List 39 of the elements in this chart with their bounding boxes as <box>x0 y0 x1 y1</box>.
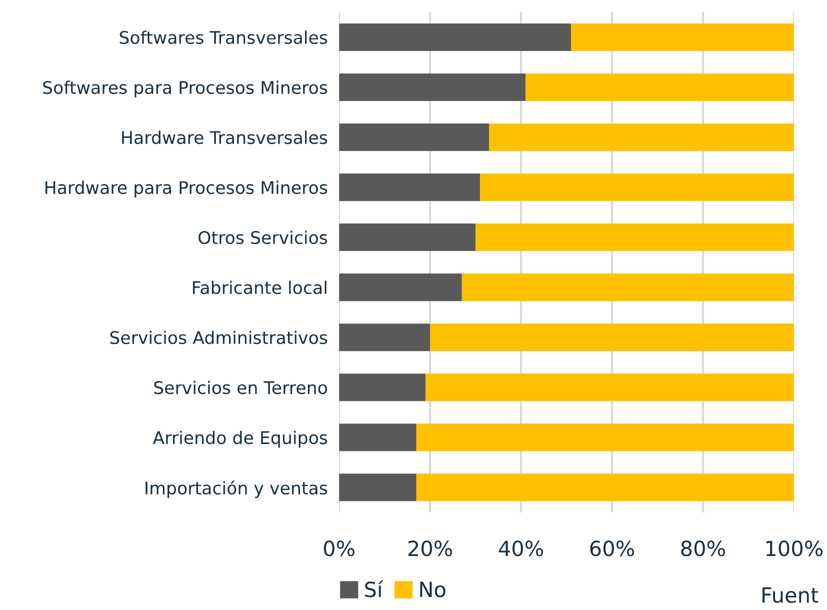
y-tick-label: Softwares Transversales <box>120 30 328 44</box>
y-tick-label: Importación y ventas <box>146 480 328 498</box>
bar <box>339 374 426 402</box>
legend-label: Sí <box>365 580 384 598</box>
bar <box>430 324 794 352</box>
x-tick-label: 20% <box>408 540 452 556</box>
y-tick-label: Hardware Transversales <box>122 130 328 144</box>
bar <box>339 424 416 452</box>
bar <box>339 73 526 101</box>
y-tick-label: Hardware para Procesos Mineros <box>45 180 328 198</box>
bar <box>339 23 572 51</box>
y-tick-label: Servicios en Terreno <box>154 380 328 394</box>
bar <box>489 123 794 152</box>
y-tick-label: Servicios Administrativos <box>110 330 328 344</box>
bar <box>425 374 794 402</box>
y-tick-label: Arriendo de Equipos <box>152 430 328 448</box>
bar <box>462 274 794 302</box>
bar <box>416 424 794 452</box>
bar <box>339 474 416 502</box>
bar <box>526 73 794 101</box>
x-tick-label: 0% <box>324 540 354 556</box>
x-tick-label: 40% <box>498 540 544 556</box>
x-tick-label: 60% <box>590 540 634 556</box>
bar <box>476 224 794 252</box>
x-tick-label: 100% <box>766 540 823 556</box>
bar <box>571 23 794 51</box>
bar <box>339 123 490 152</box>
legend-label: No <box>420 582 446 598</box>
text: Fuent <box>762 587 818 603</box>
x-tick-label: 80% <box>681 540 725 556</box>
bar <box>339 174 480 202</box>
y-tick-label: Otros Servicios <box>198 230 328 244</box>
bar <box>339 274 462 302</box>
y-tick-label: Fabricante local <box>192 280 326 294</box>
bar <box>416 474 794 502</box>
bar <box>339 224 476 252</box>
bar <box>480 174 794 202</box>
y-tick-label: Softwares para Procesos Mineros <box>43 80 328 98</box>
bar <box>339 324 430 352</box>
